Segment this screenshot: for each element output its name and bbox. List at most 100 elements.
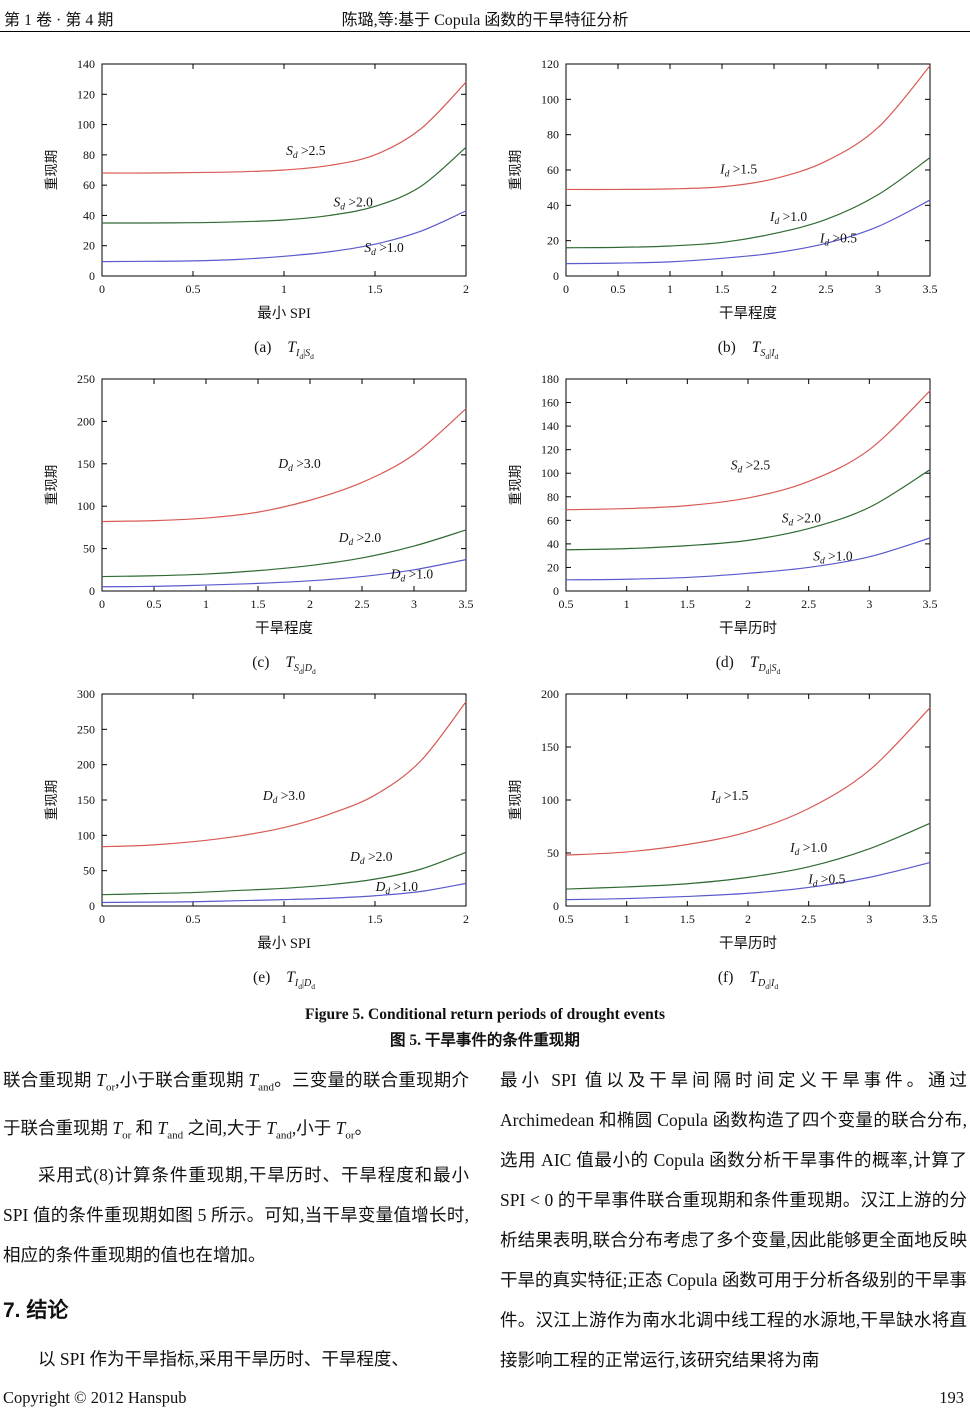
x-tick-label: 1 [667, 282, 673, 296]
x-tick-label: 2 [307, 597, 313, 611]
paragraph-conclusion-start: 以 SPI 作为干旱指标,采用干旱历时、干旱程度、 [38, 1349, 409, 1369]
paragraph-joint-return-period: 联合重现期 Tor,小于联合重现期 Tand。三变量的联合重现期介于联合重现期 … [3, 1060, 469, 1155]
subcaption-symbol: T [285, 654, 295, 671]
y-tick-label: 40 [547, 537, 559, 551]
curve-label-threshold: >3.0 [277, 788, 305, 803]
x-tick-label: 0 [99, 597, 105, 611]
y-tick-label: 100 [541, 466, 559, 480]
footer-copyright: Copyright © 2012 Hanspub [3, 1388, 187, 1407]
curve-label-subscript: d [774, 217, 779, 227]
chart-e: 0 0.5 1 1.5 2 0 50 100 150 200 250 300 Dd >3.0 Dd >2.… [36, 682, 486, 997]
subcaption-subscript: Dd|Sd [758, 663, 780, 676]
curve-label-threshold: >1.0 [799, 840, 827, 855]
subcaption-subscript: Sd|Id [760, 348, 778, 361]
y-tick-label: 150 [77, 793, 95, 807]
curve-label-subscript: d [288, 464, 293, 474]
x-tick-label: 1 [281, 282, 287, 296]
subcaption-part: d [298, 982, 302, 992]
curve-label-threshold: >1.0 [376, 240, 404, 255]
x-tick-label: 3.5 [923, 597, 938, 611]
chart-d: 0.5 1 1.5 2 2.5 3 3.5 0 20 40 60 80 100 120 140 160 180 S… [500, 367, 950, 682]
curve-label-Sd>2.0: Sd >2.0 [333, 194, 373, 212]
curve-label-base: D [390, 566, 401, 581]
curve-label-subscript: d [824, 238, 829, 248]
subcaption-subscript: Id|Dd [295, 978, 315, 992]
x-tick-label: 3 [866, 912, 872, 926]
y-tick-label: 250 [77, 372, 95, 386]
curve-label-Sd>1.0: Sd >1.0 [364, 240, 404, 258]
subcaption-e: (e) TId|Dd [36, 969, 476, 991]
y-tick-label: 100 [541, 92, 559, 106]
subcaption-a: (a) TId|Sd [36, 339, 476, 361]
curve-label-threshold: >1.5 [729, 162, 757, 177]
subcaption-index: (d) [715, 654, 734, 671]
curve-label-threshold: >2.0 [793, 511, 821, 526]
y-axis-label: 重现期 [44, 465, 59, 506]
y-tick-label: 80 [547, 490, 559, 504]
y-tick-label: 0 [89, 584, 95, 598]
curve-label-subscript: d [400, 574, 405, 584]
page-header: 第 1 卷 · 第 4 期 陈璐,等:基于 Copula 函数的干旱特征分析 [0, 6, 970, 30]
plot-box [565, 378, 931, 592]
curve-label-subscript: d [360, 857, 365, 867]
y-tick-label: 0 [89, 899, 95, 913]
text-run: ,小于联合重现期 [115, 1070, 249, 1090]
y-tick-label: 0 [89, 269, 95, 283]
curve-Id>1.5 [565, 707, 931, 856]
y-tick-label: 60 [83, 178, 95, 192]
curve-Sd>2.5 [565, 390, 931, 511]
y-tick-label: 0 [553, 899, 559, 913]
subcaption-part: d [774, 982, 779, 992]
y-tick-label: 150 [541, 740, 559, 754]
y-tick-label: 60 [547, 163, 559, 177]
curve-Dd>1.0 [101, 559, 467, 588]
curve-Id>0.5 [565, 199, 931, 265]
chart-b: 0 0.5 1 1.5 2 2.5 3 3.5 0 20 40 60 80 100 120 Id >1.5 Id… [500, 52, 950, 367]
y-axis-label: 重现期 [44, 780, 59, 821]
subcaption-symbol: T [749, 969, 759, 986]
subcaption-part: | [301, 978, 304, 990]
subcaption-part: | [769, 663, 772, 675]
curve-label-threshold: >0.5 [818, 872, 846, 887]
subcaption-subscript: Sd|Dd [294, 663, 316, 676]
subcaption-index: (c) [252, 654, 270, 671]
header-running-title: 陈璐,等:基于 Copula 函数的干旱特征分析 [341, 12, 629, 29]
subcaption-part: d [311, 982, 315, 992]
curve-label-threshold: >2.0 [365, 849, 393, 864]
subcaption-symbol: T [286, 969, 295, 986]
y-tick-label: 200 [541, 687, 559, 701]
plot-box [101, 378, 467, 592]
italic-symbol: T [266, 1117, 277, 1138]
curve-Dd>1.0 [101, 882, 467, 904]
subcaption-part: d [310, 352, 314, 362]
x-tick-label: 0.5 [559, 912, 574, 926]
subcaption-symbol: T [749, 654, 759, 671]
curve-label-threshold: >0.5 [829, 230, 857, 245]
y-tick-label: 160 [541, 396, 559, 410]
curve-label-threshold: >3.0 [293, 456, 321, 471]
subcaption-part: D [758, 663, 766, 675]
x-tick-label: 2 [771, 282, 777, 296]
x-axis-label: 最小 SPI [257, 935, 311, 952]
curve-label-base: S [364, 240, 371, 255]
italic-symbol: T [335, 1117, 346, 1138]
curve-Sd>1.0 [565, 537, 931, 581]
y-tick-label: 180 [541, 372, 559, 386]
x-tick-label: 0.5 [186, 282, 201, 296]
y-tick-label: 20 [547, 234, 559, 248]
curve-label-Sd>1.0: Sd >1.0 [813, 548, 853, 566]
subcaption-index: (f) [717, 969, 734, 986]
curve-label-Dd>1.0: Dd >1.0 [375, 879, 419, 897]
curve-label-base: D [349, 849, 360, 864]
header-issue: 第 1 卷 · 第 4 期 [4, 12, 114, 29]
subcaption-part: d [299, 352, 304, 362]
subcaption-part: D [303, 978, 312, 990]
x-tick-label: 1.5 [251, 597, 266, 611]
subscript-text: and [276, 1129, 292, 1141]
y-tick-label: 100 [541, 793, 559, 807]
curve-label-base: S [782, 511, 789, 526]
y-tick-label: 250 [77, 722, 95, 736]
curve-label-subscript: d [293, 151, 298, 161]
curve-label-base: D [277, 456, 288, 471]
